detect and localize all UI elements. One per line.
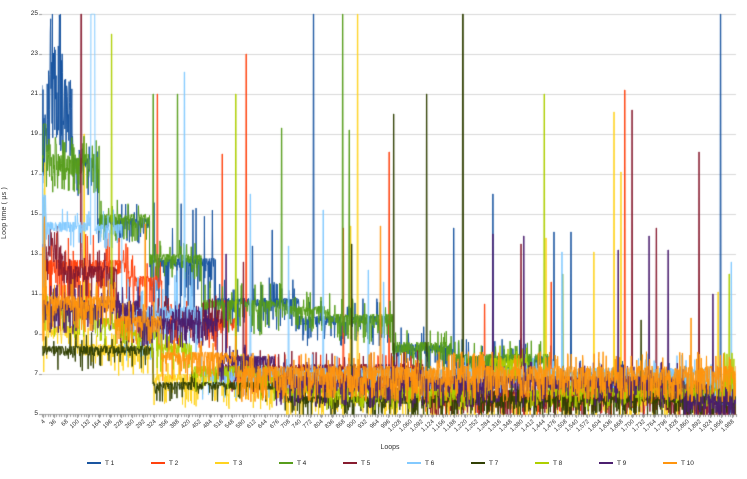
legend-item: T 8 (535, 456, 599, 470)
legend-label: T 6 (425, 459, 435, 467)
legend-color-swatch (407, 462, 421, 464)
y-tick-label: 9 (34, 330, 38, 337)
legend-item: T 3 (215, 456, 279, 470)
y-tick-label: 15 (30, 210, 38, 217)
legend-label: T 10 (681, 459, 694, 467)
legend: T 1 T 2 T 3 T 4 T 5 T 6 T 7 T 8 T 9 T 10 (87, 456, 735, 470)
legend-item: T 9 (599, 456, 663, 470)
y-tick-label: 5 (34, 410, 38, 417)
legend-color-swatch (215, 462, 229, 464)
y-tick-label: 25 (30, 10, 38, 17)
legend-label: T 8 (553, 459, 563, 467)
y-tick-label: 19 (30, 130, 38, 137)
y-tick-label: 21 (30, 90, 38, 97)
legend-color-swatch (279, 462, 293, 464)
legend-label: T 7 (489, 459, 499, 467)
legend-item: T 5 (343, 456, 407, 470)
legend-item: T 10 (663, 456, 727, 470)
legend-color-swatch (343, 462, 357, 464)
legend-item: T 2 (151, 456, 215, 470)
legend-item: T 1 (87, 456, 151, 470)
legend-label: T 4 (297, 459, 307, 467)
legend-color-swatch (471, 462, 485, 464)
legend-item: T 7 (471, 456, 535, 470)
legend-label: T 3 (233, 459, 243, 467)
x-axis-title: Loops (380, 444, 400, 451)
y-tick-label: 7 (34, 370, 38, 377)
legend-color-swatch (151, 462, 165, 464)
legend-label: T 9 (617, 459, 627, 467)
y-tick-label: 13 (30, 250, 38, 257)
legend-color-swatch (87, 462, 101, 464)
legend-color-swatch (535, 462, 549, 464)
legend-color-swatch (663, 462, 677, 464)
legend-item: T 4 (279, 456, 343, 470)
y-tick-label: 11 (31, 290, 38, 297)
legend-item: T 6 (407, 456, 471, 470)
y-axis-title: Loop time ( µs ) (1, 187, 8, 239)
y-tick-label: 23 (30, 50, 38, 57)
legend-label: T 1 (105, 459, 115, 467)
y-tick-label: 17 (30, 170, 38, 177)
legend-color-swatch (599, 462, 613, 464)
legend-label: T 2 (169, 459, 179, 467)
legend-label: T 5 (361, 459, 371, 467)
